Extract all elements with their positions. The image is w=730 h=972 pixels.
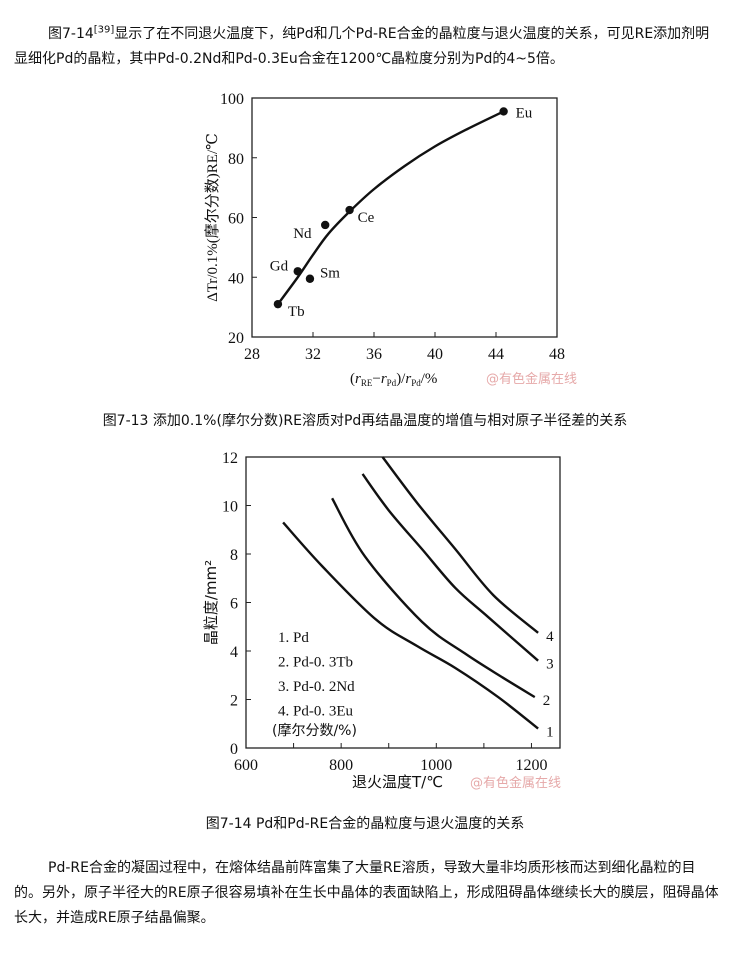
x-axis-label-part: Pd: [411, 378, 421, 388]
x-tick-label: 600: [234, 757, 258, 774]
curve-1: [282, 521, 539, 730]
x-axis-label-part: r: [405, 371, 411, 387]
x-tick-label: 32: [305, 346, 321, 363]
curve-3: [361, 473, 539, 662]
x-tick-label: 36: [366, 346, 382, 363]
y-tick-label: 20: [228, 330, 244, 347]
data-point-nd: [321, 220, 330, 230]
x-tick-label: 800: [329, 757, 353, 774]
y-tick-label: 6: [230, 596, 238, 613]
conclusion-paragraph: Pd-RE合金的凝固过程中，在熔体结晶前阵富集了大量RE溶质，导致大量非均质形核…: [14, 856, 719, 931]
y-tick-label: 0: [230, 741, 238, 758]
point-label-sm: Sm: [320, 266, 340, 282]
y-tick-label: 8: [230, 547, 238, 564]
y-axis-label: 晶粒度/mm²: [202, 560, 220, 645]
curve-4: [381, 456, 539, 634]
x-tick-label: 28: [244, 346, 260, 363]
legend-entry: 4. Pd-0. 3Eu: [278, 704, 354, 720]
legend-entry: 1. Pd: [278, 630, 309, 646]
x-tick-label: 48: [549, 346, 565, 363]
x-axis-label: 退火温度T/℃: [352, 773, 443, 791]
x-axis-label-part: )/: [396, 371, 406, 387]
conclusion-text: Pd-RE合金的凝固过程中，在熔体结晶前阵富集了大量RE溶质，导致大量非均质形核…: [14, 860, 719, 926]
point-label-gd: Gd: [270, 258, 289, 274]
x-axis-label-part: r: [381, 371, 387, 387]
curve-label-4: 4: [546, 629, 554, 645]
watermark: @有色金属在线: [470, 775, 561, 791]
data-point-eu: [499, 107, 508, 116]
x-tick-label: 44: [488, 346, 504, 363]
legend-entry: 3. Pd-0. 2Nd: [278, 679, 355, 695]
data-point-gd: [293, 267, 302, 276]
intro-text: 显示了在不同退火温度下，纯Pd和几个Pd-RE合金的晶粒度与退火温度的关系，可见…: [14, 26, 710, 67]
watermark: @有色金属在线: [486, 371, 577, 387]
y-tick-label: 40: [228, 270, 244, 287]
x-axis-label-part: Pd: [387, 378, 397, 388]
figure-7-13-caption: 图7-13 添加0.1%(摩尔分数)RE溶质对Pd再结晶温度的增值与相对原子半径…: [102, 413, 628, 429]
y-tick-label: 12: [222, 450, 238, 467]
citation[interactable]: [39]: [93, 24, 115, 36]
x-axis-label: (rRE−rPd)/rPd/%: [350, 371, 437, 388]
point-label-ce: Ce: [358, 210, 375, 226]
curve-2: [331, 497, 536, 699]
legend-entry: 2. Pd-0. 3Tb: [278, 655, 353, 671]
figure-reference: 图7-14: [48, 26, 94, 42]
y-tick-label: 4: [230, 644, 238, 661]
figure-7-14-caption: 图7-14 Pd和Pd-RE合金的晶粒度与退火温度的关系: [205, 816, 525, 832]
fit-curve: [276, 110, 505, 305]
y-tick-label: 60: [228, 211, 244, 228]
x-axis-label-part: (: [350, 371, 355, 387]
data-point-sm: [305, 274, 315, 283]
x-axis-label-part: −: [372, 371, 380, 387]
chart-recrystallization: 28 32 36 40 44 48 20 40 60 80 100 Tb Gd Sm Nd Ce Eu ΔTr/0…: [203, 91, 577, 388]
y-tick-label: 2: [230, 693, 238, 710]
intro-paragraph: 图7-14[39]显示了在不同退火温度下，纯Pd和几个Pd-RE合金的晶粒度与退…: [14, 22, 719, 72]
plot-frame: [251, 97, 558, 338]
y-axis-label: ΔTr/0.1%(摩尔分数)RE/℃: [203, 133, 221, 302]
y-tick-label: 10: [222, 499, 238, 516]
x-axis-label-part: /%: [421, 371, 438, 387]
legend-entry: (摩尔分数/%): [272, 722, 357, 739]
x-axis-label-part: RE: [361, 378, 373, 388]
x-tick-label: 40: [427, 346, 443, 363]
data-point-tb: [273, 299, 283, 309]
point-label-tb: Tb: [288, 304, 305, 320]
y-tick-label: 80: [228, 151, 244, 168]
curve-label-3: 3: [546, 657, 554, 673]
data-point-ce: [345, 205, 354, 215]
x-tick-label: 1000: [420, 757, 452, 774]
curve-label-1: 1: [546, 725, 554, 741]
point-label-eu: Eu: [516, 105, 533, 121]
x-axis-label-part: r: [355, 371, 361, 387]
point-label-nd: Nd: [293, 226, 312, 242]
x-tick-label: 1200: [515, 757, 547, 774]
curve-label-2: 2: [543, 693, 551, 709]
y-tick-label: 100: [220, 91, 244, 108]
